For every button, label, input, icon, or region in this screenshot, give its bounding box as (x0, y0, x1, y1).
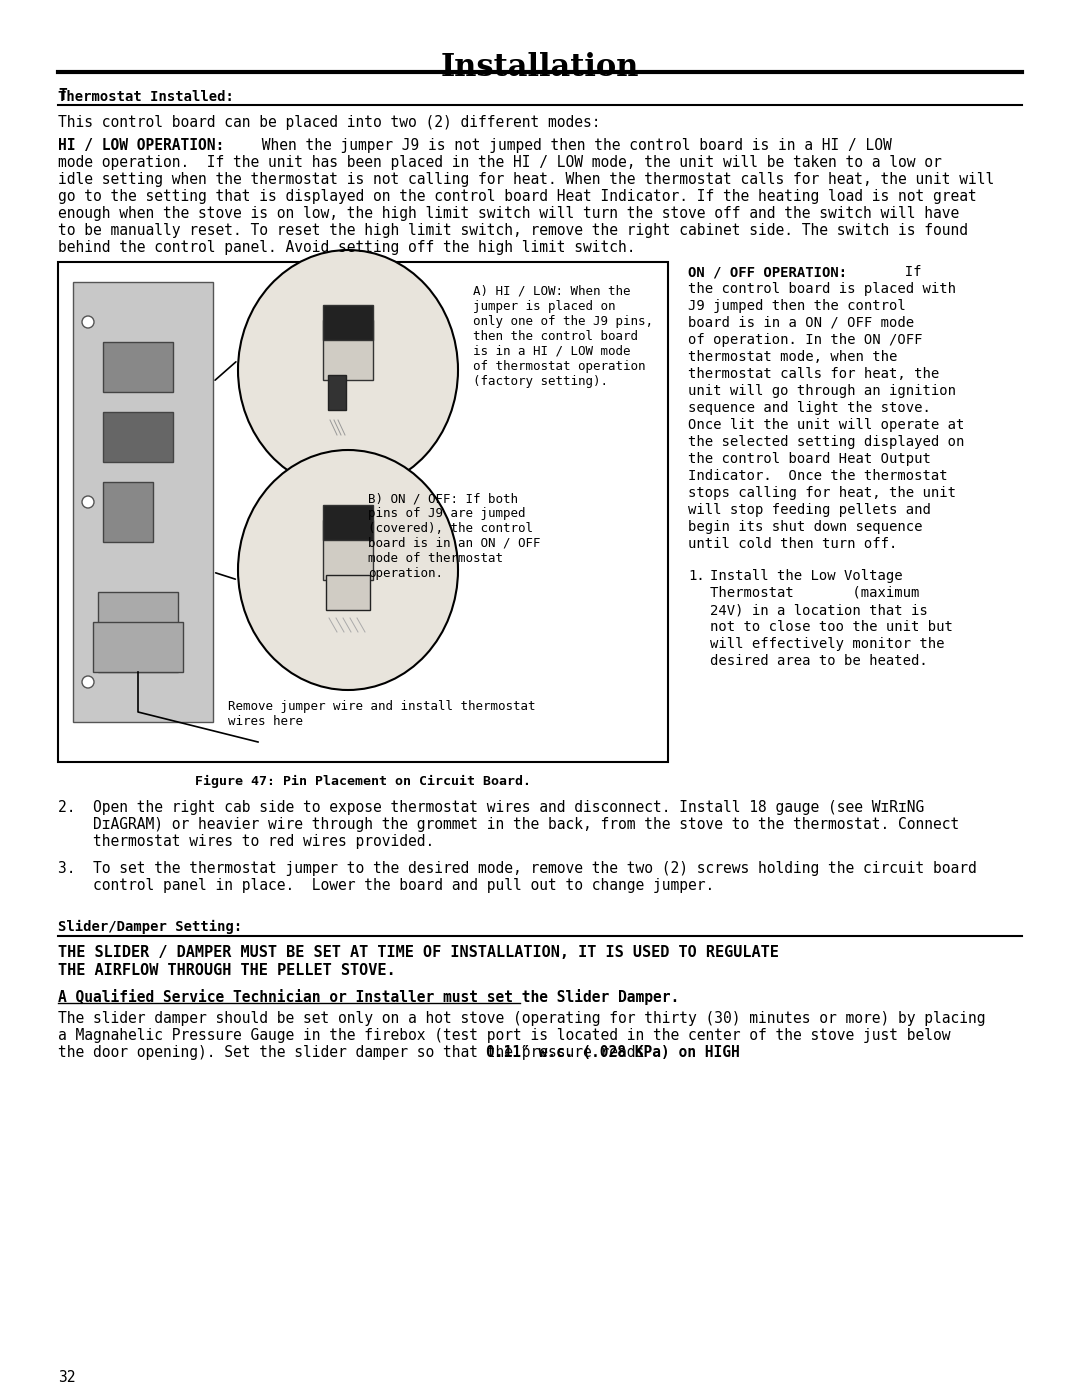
Text: not to close too the unit but: not to close too the unit but (710, 620, 953, 634)
Text: 2.  Open the right cab side to expose thermostat wires and disconnect. Install 1: 2. Open the right cab side to expose the… (58, 800, 924, 814)
Text: behind the control panel. Avoid setting off the high limit switch.: behind the control panel. Avoid setting … (58, 240, 635, 256)
Text: The slider damper should be set only on a hot stove (operating for thirty (30) m: The slider damper should be set only on … (58, 1011, 986, 1025)
Text: A) HI / LOW: When the
jumper is placed on
only one of the J9 pins,
then the cont: A) HI / LOW: When the jumper is placed o… (473, 285, 653, 388)
Bar (103, 412, 173, 462)
Text: idle setting when the thermostat is not calling for heat. When the thermostat ca: idle setting when the thermostat is not … (58, 172, 995, 187)
Text: A Qualified Service Technician or Installer must set the Slider Damper.: A Qualified Service Technician or Instal… (58, 989, 679, 1004)
Bar (323, 504, 373, 541)
Text: go to the setting that is displayed on the control board Heat Indicator. If the : go to the setting that is displayed on t… (58, 189, 976, 204)
Ellipse shape (238, 450, 458, 690)
Text: stops calling for heat, the unit: stops calling for heat, the unit (688, 486, 956, 500)
Text: until cold then turn off.: until cold then turn off. (688, 536, 897, 550)
Text: THE AIRFLOW THROUGH THE PELLET STOVE.: THE AIRFLOW THROUGH THE PELLET STOVE. (58, 963, 395, 978)
Text: Indicator.  Once the thermostat: Indicator. Once the thermostat (688, 469, 947, 483)
Text: the door opening). Set the slider damper so that the pressure reads: the door opening). Set the slider damper… (58, 1045, 653, 1060)
Bar (103, 342, 173, 393)
Text: thermostat mode, when the: thermostat mode, when the (688, 351, 897, 365)
Text: to be manually reset. To reset the high limit switch, remove the right cabinet s: to be manually reset. To reset the high … (58, 224, 968, 237)
Text: of operation. In the ON /OFF: of operation. In the ON /OFF (688, 332, 922, 346)
Text: THE SLIDER / DAMPER MUST BE SET AT TIME OF INSTALLATION, IT IS USED TO REGULATE: THE SLIDER / DAMPER MUST BE SET AT TIME … (58, 944, 779, 960)
Text: 0.11″ w.c. (.028 KPa) on HIGH: 0.11″ w.c. (.028 KPa) on HIGH (486, 1045, 740, 1060)
Text: 1.: 1. (688, 569, 705, 583)
Text: Thermostat       (maximum: Thermostat (maximum (710, 585, 919, 599)
Text: B) ON / OFF: If both
pins of J9 are jumped
(covered), the control
board is in an: B) ON / OFF: If both pins of J9 are jump… (368, 492, 540, 580)
Ellipse shape (238, 250, 458, 490)
Text: If: If (888, 265, 921, 279)
Text: J9 jumped then the control: J9 jumped then the control (688, 299, 906, 313)
Text: Thermostat Installed:: Thermostat Installed: (58, 89, 234, 103)
Bar (93, 622, 183, 672)
Text: a Magnahelic Pressure Gauge in the firebox (test port is located in the center o: a Magnahelic Pressure Gauge in the fireb… (58, 1028, 950, 1044)
Text: When the jumper J9 is not jumped then the control board is in a HI / LOW: When the jumper J9 is not jumped then th… (253, 138, 892, 154)
Text: desired area to be heated.: desired area to be heated. (710, 654, 928, 668)
Text: sequence and light the stove.: sequence and light the stove. (688, 401, 931, 415)
Text: 3.  To set the thermostat jumper to the desired mode, remove the two (2) screws : 3. To set the thermostat jumper to the d… (58, 861, 976, 876)
Text: Remove jumper wire and install thermostat
wires here: Remove jumper wire and install thermosta… (228, 700, 536, 728)
Bar (323, 305, 373, 339)
Text: DɪAGRAM) or heavier wire through the grommet in the back, from the stove to the : DɪAGRAM) or heavier wire through the gro… (58, 817, 959, 833)
Text: board is in a ON / OFF mode: board is in a ON / OFF mode (688, 316, 914, 330)
Text: enough when the stove is on low, the high limit switch will turn the stove off a: enough when the stove is on low, the hig… (58, 205, 959, 221)
Bar (103, 482, 153, 542)
Text: will effectively monitor the: will effectively monitor the (710, 637, 945, 651)
Bar (328, 374, 346, 409)
Bar (326, 576, 370, 610)
Text: thermostat wires to red wires provided.: thermostat wires to red wires provided. (58, 834, 434, 849)
Bar (73, 282, 213, 722)
Text: thermostat calls for heat, the: thermostat calls for heat, the (688, 367, 940, 381)
Circle shape (82, 316, 94, 328)
Text: Once lit the unit will operate at: Once lit the unit will operate at (688, 418, 964, 432)
Text: Install the Low Voltage: Install the Low Voltage (710, 569, 903, 583)
Text: begin its shut down sequence: begin its shut down sequence (688, 520, 922, 534)
Text: will stop feeding pellets and: will stop feeding pellets and (688, 503, 931, 517)
Text: unit will go through an ignition: unit will go through an ignition (688, 384, 956, 398)
Bar (98, 592, 178, 672)
Text: mode operation.  If the unit has been placed in the HI / LOW mode, the unit will: mode operation. If the unit has been pla… (58, 155, 942, 170)
Text: control panel in place.  Lower the board and pull out to change jumper.: control panel in place. Lower the board … (58, 877, 714, 893)
Bar (58, 263, 669, 761)
Text: This control board can be placed into two (2) different modes:: This control board can be placed into tw… (58, 115, 600, 130)
Text: HI / LOW OPERATION:: HI / LOW OPERATION: (58, 138, 225, 154)
Text: the control board is placed with: the control board is placed with (688, 282, 956, 296)
Text: the control board Heat Output: the control board Heat Output (688, 453, 931, 467)
Bar (323, 520, 373, 580)
Text: 32: 32 (58, 1370, 76, 1384)
Circle shape (82, 496, 94, 509)
Text: Slider/Damper Setting:: Slider/Damper Setting: (58, 921, 242, 935)
Text: Figure 47: Pin Placement on Circuit Board.: Figure 47: Pin Placement on Circuit Boar… (195, 775, 531, 788)
Text: the selected setting displayed on: the selected setting displayed on (688, 434, 964, 448)
Text: T: T (58, 88, 67, 103)
Circle shape (82, 676, 94, 687)
Bar (323, 320, 373, 380)
Text: ON / OFF OPERATION:: ON / OFF OPERATION: (688, 265, 847, 279)
Text: Installation: Installation (441, 52, 639, 82)
Text: 24V) in a location that is: 24V) in a location that is (710, 604, 928, 617)
